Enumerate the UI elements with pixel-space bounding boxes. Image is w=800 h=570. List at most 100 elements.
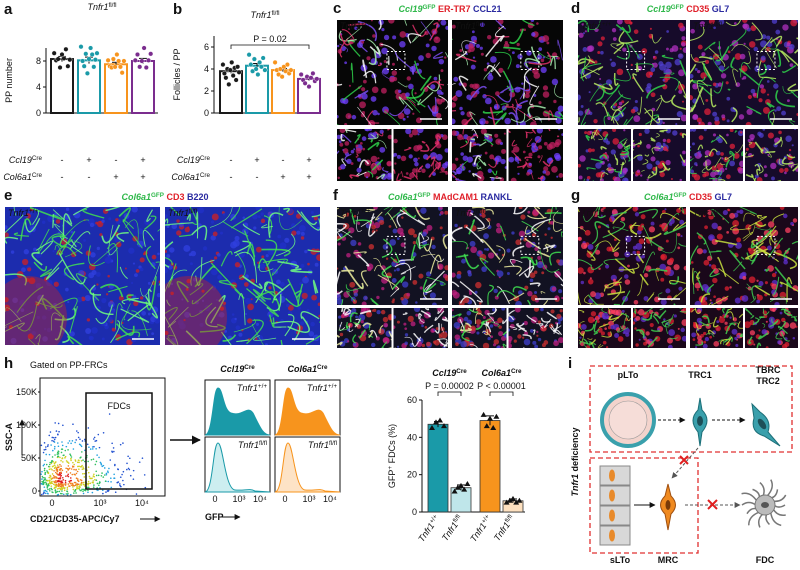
- cell-signal: [435, 153, 443, 161]
- fiber: [357, 20, 377, 42]
- cell-signal: [418, 55, 424, 61]
- flow-event: [144, 486, 147, 489]
- fiber: [472, 207, 486, 210]
- cell-signal: [313, 216, 318, 221]
- fiber: [146, 209, 154, 222]
- flow-event: [92, 475, 95, 477]
- fiber: [543, 244, 556, 250]
- cell-signal: [46, 327, 52, 333]
- cell-signal: [504, 166, 507, 169]
- flow-event: [62, 424, 64, 427]
- fiber: [284, 314, 295, 337]
- flow-event: [80, 479, 83, 482]
- fiber: [696, 328, 702, 336]
- fiber: [536, 135, 542, 143]
- flow-event: [75, 477, 78, 480]
- flow-event: [87, 427, 90, 429]
- flow-event: [66, 486, 69, 489]
- cell-signal: [756, 177, 763, 181]
- data-point: [51, 50, 57, 56]
- fiber: [490, 321, 500, 328]
- cell-signal: [582, 32, 586, 35]
- text-part: fl/fl: [329, 440, 337, 447]
- cell-signal: [508, 315, 515, 323]
- flow-event: [43, 442, 46, 444]
- fiber: [701, 166, 709, 173]
- flow-event: [92, 481, 95, 484]
- fiber: [88, 245, 105, 267]
- fiber: [522, 334, 532, 340]
- fiber: [633, 154, 643, 160]
- cell-signal: [359, 141, 363, 145]
- cell-signal: [399, 41, 406, 48]
- cell-signal: [43, 327, 47, 331]
- flow-event: [69, 472, 72, 474]
- cell-signal: [219, 306, 225, 311]
- fiber: [754, 226, 771, 231]
- cell-signal: [107, 301, 115, 308]
- cell-signal: [383, 34, 390, 41]
- cell-signal: [587, 243, 594, 250]
- cell-signal: [232, 239, 240, 247]
- data-point: [246, 52, 252, 58]
- fiber: [69, 306, 78, 334]
- fiber: [758, 60, 763, 78]
- cell-signal: [578, 236, 581, 241]
- fiber: [413, 333, 422, 342]
- cell-signal: [484, 151, 488, 155]
- data-point: [464, 481, 471, 486]
- fiber: [718, 41, 724, 61]
- fiber: [484, 95, 499, 110]
- cell-signal: [135, 269, 140, 273]
- cell-signal: [396, 237, 400, 240]
- cell-signal: [469, 83, 474, 88]
- flow-event: [71, 440, 74, 442]
- flow-event: [57, 433, 59, 436]
- fiber: [645, 84, 666, 99]
- text-part: fl/fl: [714, 208, 722, 215]
- flow-event: [46, 490, 48, 493]
- flow-event: [74, 460, 77, 462]
- flow-event: [79, 438, 81, 441]
- cell-signal: [85, 328, 92, 335]
- flow-event: [126, 462, 128, 465]
- fiber: [381, 265, 392, 278]
- fiber: [753, 242, 764, 252]
- fiber: [659, 129, 668, 133]
- cell-signal: [556, 313, 562, 319]
- fiber: [549, 251, 561, 266]
- cell-signal: [588, 91, 591, 94]
- cell-signal: [177, 319, 184, 326]
- cell-signal: [217, 274, 223, 280]
- cell-signal: [747, 94, 753, 100]
- cell-signal: [27, 333, 34, 340]
- cell-signal: [694, 152, 698, 157]
- fiber: [400, 171, 403, 177]
- fiber: [599, 154, 608, 159]
- flow-event: [80, 484, 82, 486]
- fiber: [750, 315, 755, 319]
- flow-event: [43, 467, 46, 470]
- y-tick-label: 2: [204, 86, 209, 96]
- cell-signal: [591, 148, 595, 152]
- x-tick-label: Tnfr1+/+: [416, 513, 442, 544]
- column-label: Col6a1Cre: [287, 364, 328, 375]
- cell-signal: [706, 209, 713, 215]
- fiber: [527, 257, 538, 266]
- fiber: [63, 262, 85, 281]
- cell-signal: [784, 167, 789, 173]
- cell-signal: [518, 207, 523, 210]
- fiber: [167, 306, 189, 328]
- fiber: [179, 234, 192, 238]
- fiber: [765, 268, 770, 272]
- cell-signal: [421, 168, 426, 173]
- text-part: Tnfr1: [455, 21, 476, 31]
- data-point: [221, 70, 227, 76]
- fiber: [613, 73, 619, 86]
- fiber: [529, 282, 541, 287]
- fiber: [419, 315, 425, 324]
- fiber: [588, 341, 595, 348]
- cell-signal: [362, 147, 366, 151]
- cell-signal: [556, 259, 560, 263]
- flow-event: [83, 472, 86, 475]
